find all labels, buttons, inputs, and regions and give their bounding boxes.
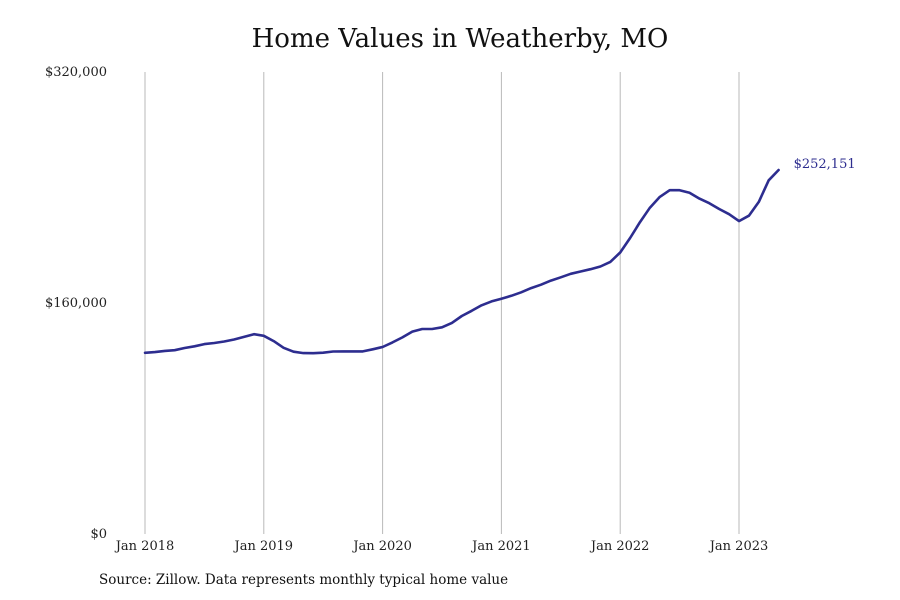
end-value-label: $252,151 [794,157,856,172]
y-tick-label: $0 [90,527,107,542]
series-line [143,168,780,355]
x-tick-label: Jan 2019 [233,539,294,554]
source-note: Source: Zillow. Data represents monthly … [99,572,509,588]
chart-title: Home Values in Weatherby, MO [251,24,669,54]
y-tick-label: $320,000 [45,65,107,80]
x-tick-label: Jan 2023 [708,539,769,554]
x-tick-label: Jan 2022 [589,539,650,554]
x-tick-label: Jan 2018 [114,539,175,554]
y-tick-label: $160,000 [45,296,107,311]
x-tick-label: Jan 2021 [470,539,531,554]
x-tick-label: Jan 2020 [351,539,412,554]
